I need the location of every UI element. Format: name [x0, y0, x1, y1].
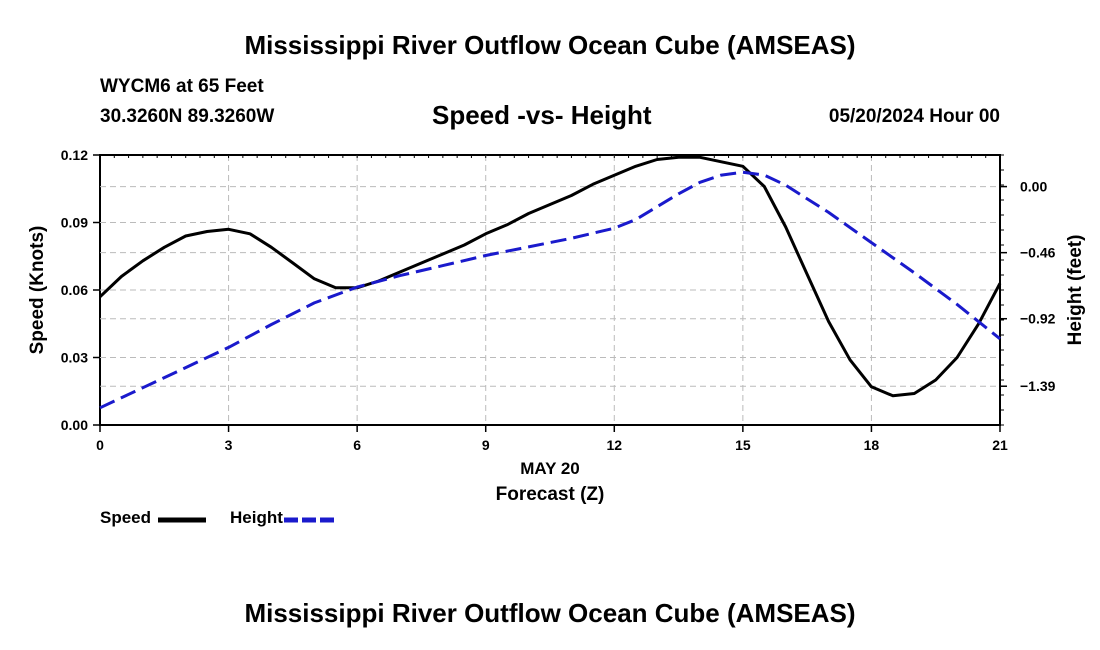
x-tick-label: 18	[864, 437, 880, 453]
chart-subtitle: Speed -vs- Height	[432, 100, 652, 130]
y-tick-label: 0.09	[61, 215, 88, 231]
x-tick-label: 3	[225, 437, 233, 453]
series-line-height	[99, 170, 1001, 410]
y2-axis-label: Height (feet)	[1065, 235, 1086, 346]
series-layer	[98, 155, 1002, 410]
y-axis-label: Speed (Knots)	[27, 226, 48, 355]
y2-tick-label: −1.39	[1020, 378, 1056, 394]
legend-speed-label: Speed	[100, 508, 152, 527]
x-tick-label: 0	[96, 437, 104, 453]
x-axis-label: Forecast (Z)	[496, 484, 605, 505]
legend-height-label: Height	[230, 508, 283, 527]
x-tick-label: 15	[735, 437, 751, 453]
x-tick-label: 21	[992, 437, 1008, 453]
station-label: WYCM6 at 65 Feet	[100, 76, 264, 97]
y-tick-label: 0.12	[61, 147, 88, 163]
station-coordinates: 30.3260N 89.3260W	[100, 106, 275, 127]
legend-item-speed: Speed	[100, 508, 208, 528]
legend-height-swatch	[283, 517, 334, 523]
main-title: Mississippi River Outflow Ocean Cube (AM…	[244, 30, 856, 60]
y-tick-label: 0.06	[61, 282, 88, 298]
x-date-label: MAY 20	[520, 459, 580, 478]
x-tick-label: 9	[482, 437, 490, 453]
grid-lines	[100, 155, 1000, 425]
axis-ticks: 0 3 6 9 12 15 18 21 0.00 0.03 0.06 0.09 0.12 0.00 −0.4…	[61, 147, 1056, 453]
footer-title: Mississippi River Outflow Ocean Cube (AM…	[244, 598, 856, 628]
series-line-speed	[98, 155, 1002, 398]
y2-tick-label: −0.46	[1020, 245, 1056, 261]
x-tick-label: 6	[353, 437, 361, 453]
y2-tick-label: 0.00	[1020, 179, 1047, 195]
legend-item-height: Height	[230, 508, 335, 528]
y2-tick-label: −0.92	[1020, 311, 1056, 327]
forecast-datetime: 05/20/2024 Hour 00	[828, 106, 1000, 127]
y-tick-label: 0.00	[61, 417, 88, 433]
y-tick-label: 0.03	[61, 350, 88, 366]
legend-speed-swatch	[157, 517, 206, 523]
x-tick-label: 12	[606, 437, 622, 453]
